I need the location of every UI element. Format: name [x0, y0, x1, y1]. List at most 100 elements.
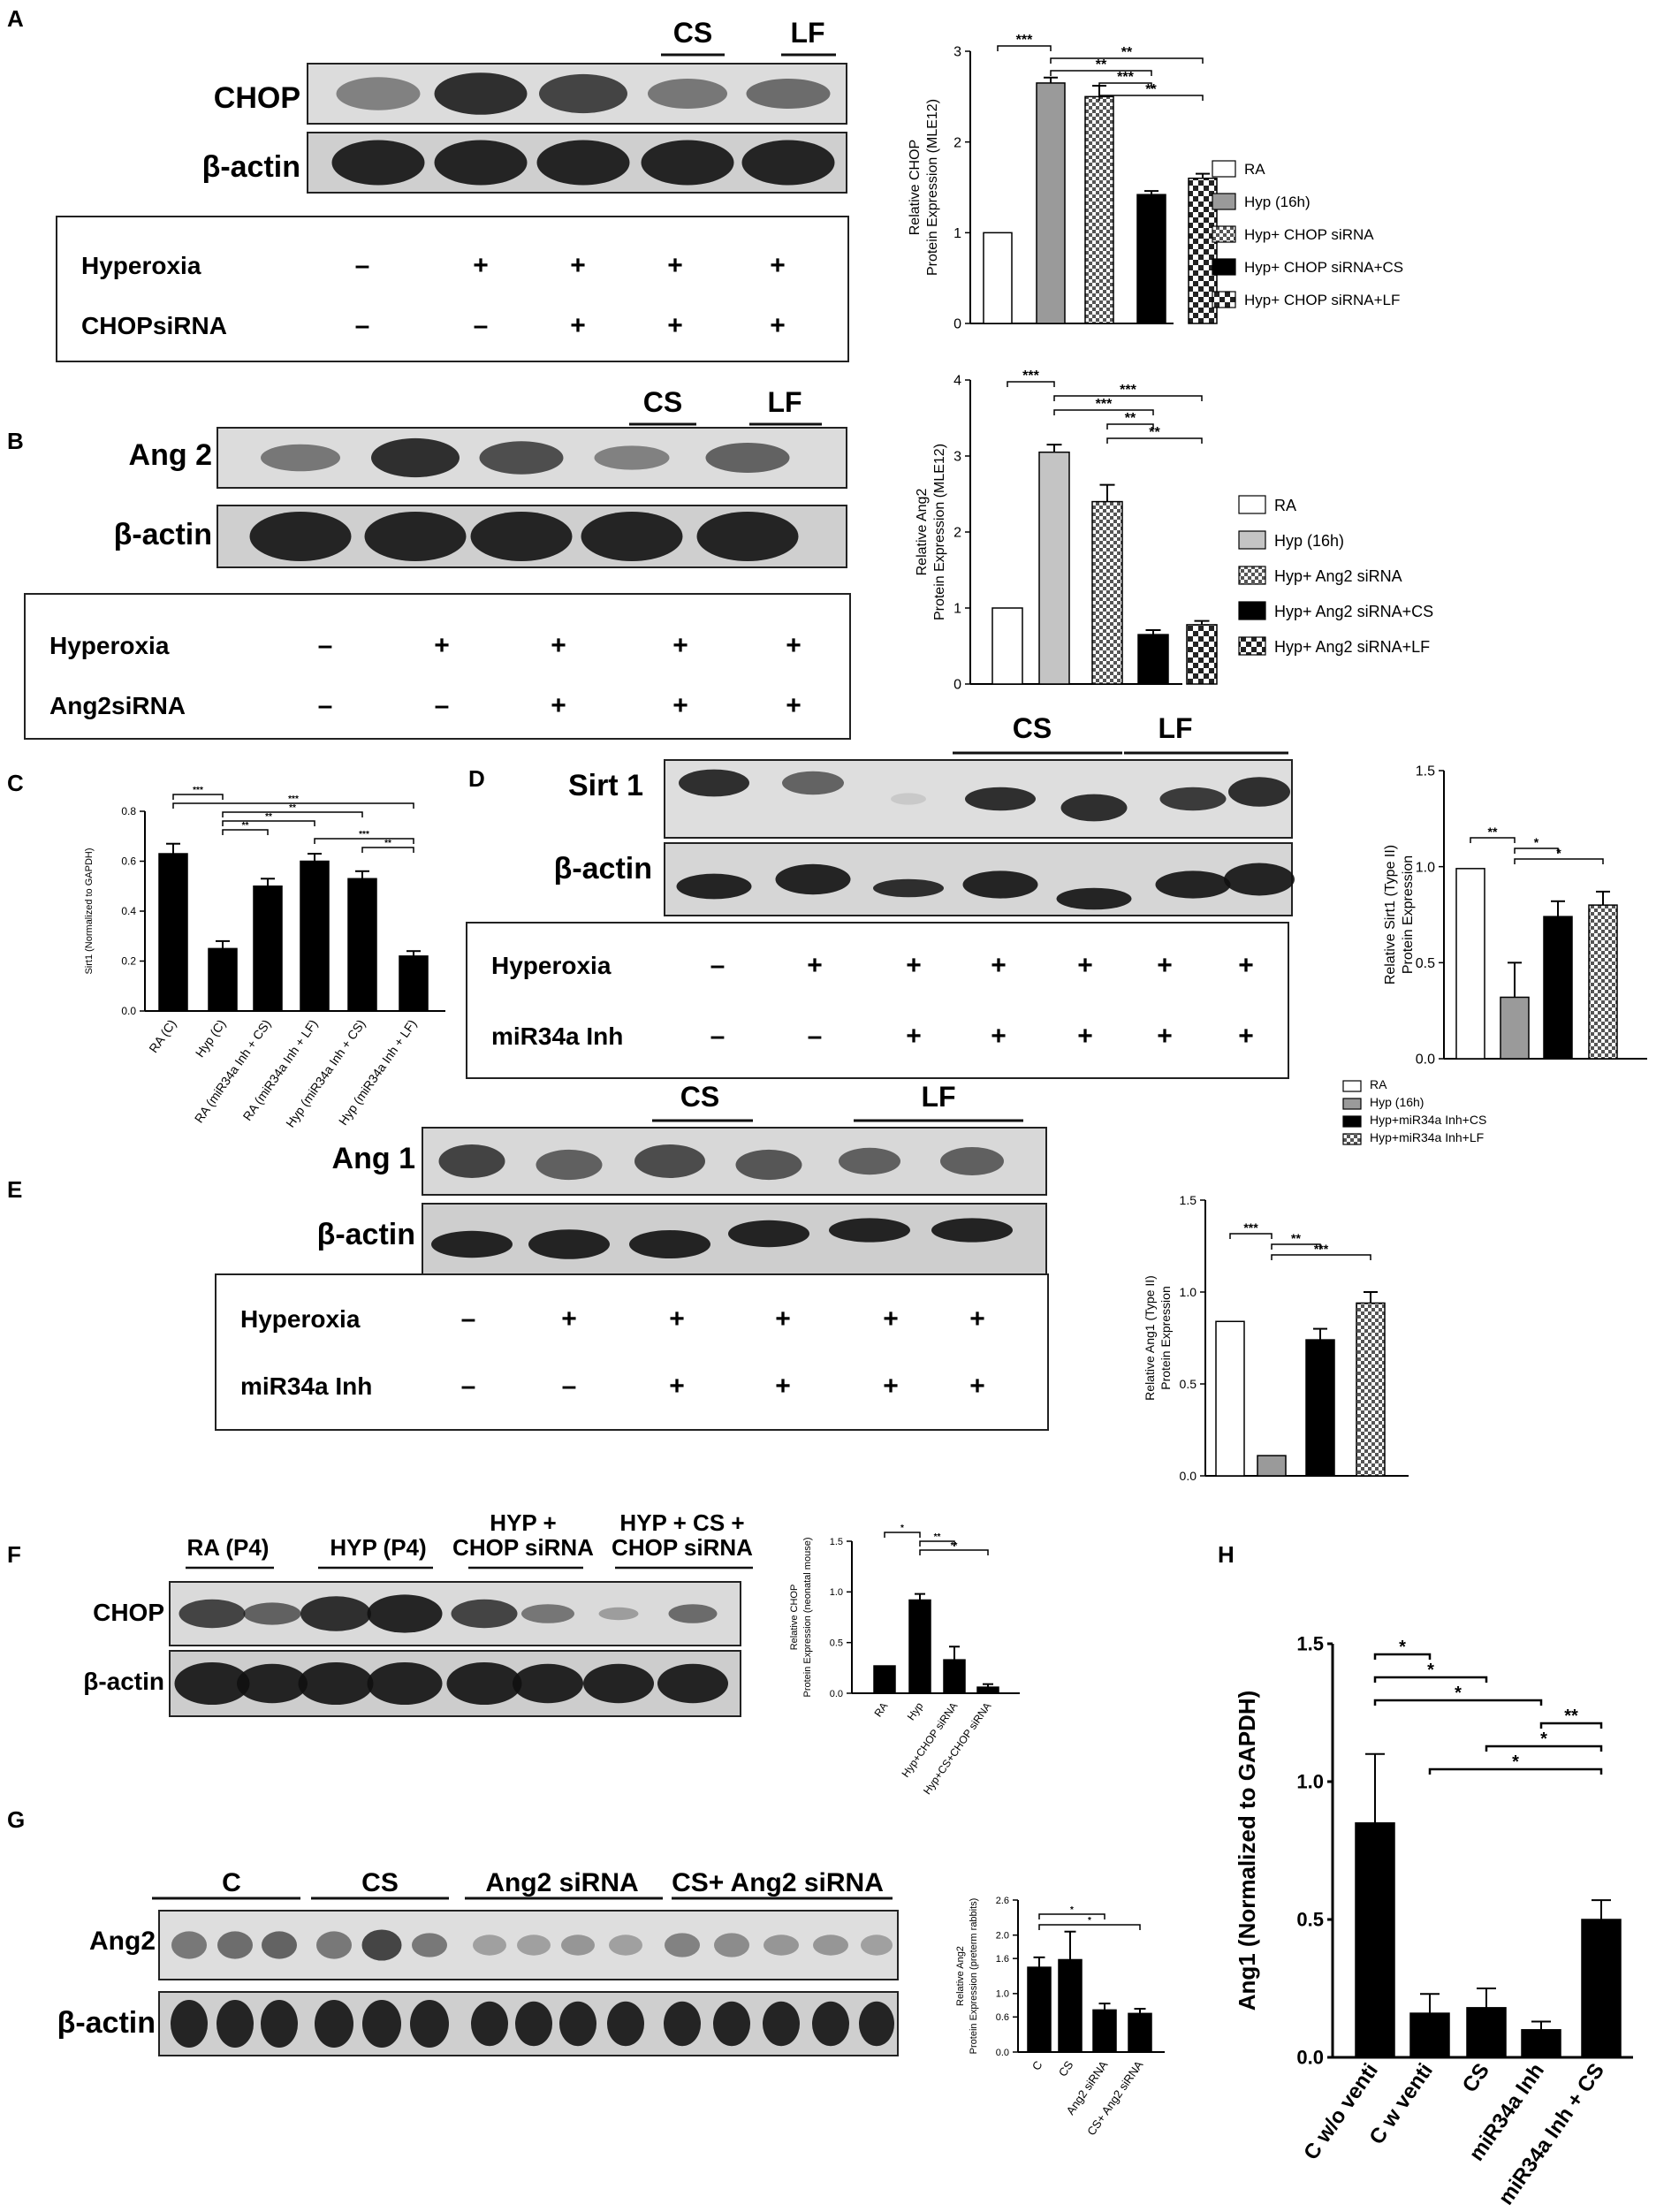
- y-tick-label: 0.0: [1416, 1053, 1435, 1068]
- actin-band: [470, 512, 573, 561]
- target-band: [609, 1935, 642, 1956]
- treatment-mark: –: [562, 1372, 577, 1401]
- treatment-mark: +: [1157, 951, 1173, 980]
- y-tick-label: 1: [953, 226, 961, 241]
- target-protein-label: Sirt 1: [568, 769, 643, 802]
- actin-band: [775, 863, 851, 895]
- group-label: C: [222, 1868, 241, 1897]
- actin-band: [536, 140, 630, 186]
- target-band: [539, 73, 627, 114]
- y-tick-label: 0.0: [1296, 2047, 1324, 2069]
- target-band: [668, 1604, 718, 1623]
- significance-bracket: [919, 1540, 955, 1547]
- actin-band: [641, 140, 734, 186]
- y-tick-label: 0.6: [996, 2012, 1009, 2023]
- significance-label: ***: [1022, 369, 1039, 384]
- significance-label: *: [1070, 1905, 1074, 1915]
- significance-label: **: [384, 839, 391, 848]
- y-tick-label: 1.0: [996, 1989, 1009, 2000]
- x-tick-label: Hyp (C): [193, 1017, 229, 1060]
- target-band: [594, 445, 670, 470]
- legend-swatch: [1238, 530, 1266, 550]
- significance-label: *: [1540, 1729, 1547, 1749]
- target-band: [521, 1604, 574, 1623]
- x-tick-label: C: [1029, 2058, 1045, 2072]
- legend-label: Hyp+ CHOP siRNA: [1244, 226, 1374, 243]
- target-band: [367, 1594, 443, 1633]
- group-label: RA (P4): [187, 1534, 270, 1561]
- bar: [208, 947, 238, 1012]
- actin-band: [741, 140, 835, 186]
- bar: [1257, 1455, 1287, 1477]
- significance-bracket: [1373, 1676, 1488, 1683]
- target-band: [598, 1607, 639, 1621]
- y-tick-label: 1.0: [1416, 860, 1435, 875]
- bar: [1356, 1302, 1386, 1477]
- group-label: CS: [673, 17, 712, 49]
- treatment-mark: +: [770, 311, 786, 340]
- treatment-table: [466, 922, 1289, 1079]
- significance-bracket: [222, 820, 315, 826]
- significance-bracket: [1050, 70, 1152, 76]
- bar: [1137, 634, 1169, 685]
- treatment-name: Hyperoxia: [240, 1305, 361, 1333]
- bar: [253, 886, 283, 1012]
- significance-label: *: [1399, 1638, 1406, 1657]
- actin-band: [1155, 870, 1231, 899]
- actin-band: [1224, 863, 1295, 896]
- y-axis-label: Relative Ang2: [915, 489, 930, 576]
- treatment-mark: +: [669, 1372, 685, 1401]
- treatment-mark: –: [474, 311, 489, 340]
- bar: [1091, 500, 1123, 685]
- y-tick-label: 0.6: [121, 855, 136, 868]
- legend-swatch: [1238, 495, 1266, 514]
- target-band: [217, 1931, 253, 1959]
- bar: [1581, 1919, 1622, 2058]
- bar: [347, 878, 377, 1012]
- bar: [976, 1686, 999, 1694]
- target-band: [1060, 794, 1128, 822]
- chart-B: 0 1 2 3 4 Relative Ang2 Protein Expression (ML…: [915, 369, 1433, 693]
- significance-label: ***: [288, 794, 299, 804]
- treatment-mark: +: [775, 1304, 791, 1334]
- legend-swatch: [1212, 160, 1236, 178]
- target-band: [891, 793, 926, 805]
- panel-label: H: [1218, 1541, 1235, 1568]
- significance-label: ***: [1117, 70, 1134, 85]
- actin-band: [763, 2001, 800, 2047]
- y-tick-label: 0.5: [1416, 956, 1435, 971]
- significance-bracket: [1007, 381, 1055, 387]
- actin-band: [607, 2001, 644, 2047]
- actin-band: [410, 2000, 449, 2048]
- y-tick-label: 2: [953, 526, 961, 541]
- bar: [1092, 2009, 1117, 2053]
- target-band: [634, 1144, 705, 1178]
- group-label: Ang2 siRNA: [485, 1868, 638, 1897]
- actin-band: [171, 2000, 208, 2048]
- x-tick-label: RA: [871, 1700, 890, 1720]
- blot-panel-E: Ang 1 β-actin CS LF Hyperoxia – + + + + + miR34a In…: [215, 1081, 1049, 1431]
- significance-label: *: [1088, 1916, 1091, 1926]
- treatment-mark: +: [669, 1304, 685, 1334]
- significance-bracket: [1485, 1745, 1603, 1752]
- significance-bracket: [1428, 1767, 1603, 1775]
- legend-swatch: [1212, 225, 1236, 243]
- treatment-mark: –: [461, 1372, 476, 1401]
- treatment-mark: +: [807, 951, 823, 980]
- actin-band: [873, 878, 944, 898]
- bar: [1521, 2029, 1561, 2058]
- x-tick-label: CS: [1056, 2058, 1076, 2079]
- x-tick-label: miR34a Inh + CS: [1494, 2059, 1609, 2209]
- target-band: [1159, 787, 1227, 811]
- actin-band: [513, 1663, 583, 1704]
- bar: [1215, 1320, 1245, 1477]
- actin-band: [249, 512, 352, 561]
- y-tick-label: 0: [953, 678, 961, 693]
- target-band: [1228, 777, 1290, 807]
- target-band: [316, 1931, 352, 1959]
- chart-D: 0.0 0.5 1.0 1.5 Relative Sirt1 (Type II) Prot…: [1383, 764, 1647, 1068]
- y-tick-label: 0: [953, 317, 961, 332]
- target-protein-label: CHOP: [214, 81, 300, 115]
- target-band: [764, 1935, 799, 1956]
- loading-control-label: β-actin: [114, 518, 212, 551]
